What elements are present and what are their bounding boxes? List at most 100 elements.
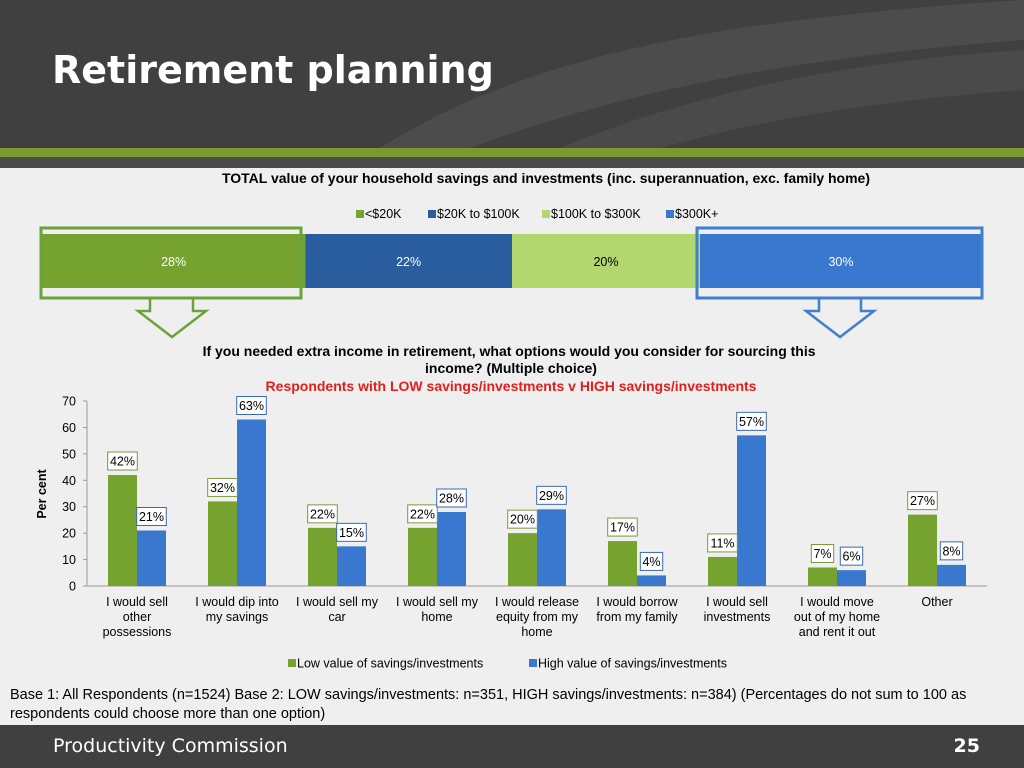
x-category-label-line: Other: [921, 595, 952, 609]
data-label: 7%: [813, 547, 831, 561]
high-savings-bar: [737, 435, 766, 586]
savings-stacked-bar: 28% 22% 20% 30%: [42, 234, 982, 288]
header-accent-stripe: [0, 148, 1024, 157]
data-label: 11%: [710, 536, 734, 550]
x-category-label-line: out of my home: [794, 610, 880, 624]
data-label: 8%: [942, 544, 960, 558]
high-savings-bar: [937, 564, 966, 586]
data-label-box: [107, 451, 138, 471]
y-tick-label: 40: [62, 474, 76, 488]
data-label-box: [236, 396, 267, 415]
data-label: 29%: [539, 489, 564, 503]
legend-label: $300K+: [675, 207, 718, 221]
x-category-label-line: possessions: [103, 625, 172, 639]
data-label: 20%: [510, 513, 535, 527]
x-category-label: Other: [921, 595, 952, 609]
low-savings-highlight-box: [39, 226, 303, 300]
y-axis-label: Per cent: [35, 469, 49, 519]
stacked-bar-label: 22%: [396, 255, 421, 269]
data-label-box: [839, 546, 864, 566]
stacked-bar-label: 28%: [161, 255, 186, 269]
data-label-box: [536, 485, 567, 505]
data-label-box: [607, 517, 638, 537]
x-category-label-line: other: [123, 610, 152, 624]
options-chart-title: If you needed extra income in retirement…: [203, 343, 820, 376]
x-category-label-line: I would sell: [706, 595, 768, 609]
data-label: 63%: [239, 399, 264, 413]
slide-header: Retirement planning: [0, 0, 1024, 148]
data-label: 57%: [739, 415, 764, 429]
x-category-label: I would sell my home: [396, 595, 479, 624]
data-label: 4%: [642, 555, 660, 569]
data-label: 15%: [339, 526, 364, 540]
y-tick-label: 50: [62, 447, 76, 461]
footer-organisation: Productivity Commission: [53, 735, 288, 757]
data-label-box: [639, 551, 664, 571]
low-savings-bar: [108, 475, 137, 586]
x-category-label-line: I would sell: [106, 595, 168, 609]
high-savings-bar: [837, 570, 866, 586]
data-label-box: [136, 507, 167, 526]
low-savings-bar: [908, 514, 937, 586]
stacked-bar-segment: [42, 234, 306, 288]
high-savings-bar: [137, 530, 166, 586]
legend-label: <$20K: [365, 207, 402, 221]
header-swoosh-decoration: [380, 0, 1024, 148]
options-chart-title-line-1: If you needed extra income in retirement…: [203, 343, 816, 359]
legend-swatch: [356, 210, 364, 218]
legend-swatch: [542, 210, 550, 218]
low-savings-bar: [808, 567, 837, 586]
legend-swatch: [529, 659, 537, 667]
legend-swatch: [428, 210, 436, 218]
base-note: Base 1: All Respondents (n=1524) Base 2:…: [10, 687, 967, 722]
x-category-label: I would release equity from my home: [495, 595, 579, 639]
data-label-box: [307, 504, 338, 524]
data-label-box: [810, 544, 835, 563]
x-category-label: I would sell my car: [296, 595, 379, 624]
data-label-box: [939, 541, 964, 561]
data-label: 28%: [439, 492, 464, 506]
high-savings-down-arrow-icon: [802, 298, 878, 339]
x-category-label-line: I would borrow: [596, 595, 678, 609]
x-category-label-line: I would sell my: [296, 595, 379, 609]
options-legend: Low value of savings/investments High val…: [288, 657, 727, 671]
stacked-bar-label: 30%: [828, 255, 853, 269]
data-label-box: [436, 488, 467, 508]
y-tick-label: 70: [62, 395, 76, 409]
data-label: 17%: [610, 521, 635, 535]
high-savings-bar: [337, 546, 366, 586]
savings-legend: <$20K $20K to $100K $100K to $300K $300K+: [356, 207, 718, 221]
data-label: 42%: [110, 455, 135, 469]
legend-label: $20K to $100K: [437, 207, 520, 221]
stacked-bar-segment: [512, 234, 700, 288]
x-category-label-line: from my family: [596, 610, 678, 624]
x-category-label: I would borrow from my family: [596, 595, 678, 624]
data-label: 27%: [910, 494, 935, 508]
slide-footer: Productivity Commission 25: [0, 725, 1024, 768]
high-savings-highlight-box: [695, 226, 984, 300]
savings-chart-title: TOTAL value of your household savings an…: [222, 170, 870, 186]
y-tick-label: 20: [62, 527, 76, 541]
x-category-label-line: home: [521, 625, 552, 639]
page-number: 25: [953, 735, 980, 757]
data-label-box: [507, 509, 538, 529]
slide-title: Retirement planning: [52, 48, 494, 92]
x-category-label-line: I would dip into: [195, 595, 278, 609]
x-category-label-line: I would sell my: [396, 595, 479, 609]
high-savings-bar: [237, 419, 266, 586]
options-bars: [108, 419, 966, 586]
x-category-label: I would sell other possessions: [103, 595, 172, 639]
legend-swatch: [288, 659, 296, 667]
y-tick-label: 60: [62, 421, 76, 435]
data-label-box: [336, 522, 367, 542]
data-label-box: [207, 477, 238, 497]
legend-label: $100K to $300K: [551, 207, 641, 221]
y-tick-label: 0: [69, 580, 76, 594]
data-label: 32%: [210, 481, 235, 495]
high-savings-bar: [537, 509, 566, 586]
data-label-box: [707, 533, 738, 553]
low-savings-bar: [508, 533, 537, 586]
data-label-box: [407, 504, 438, 524]
x-category-label-line: my savings: [206, 610, 269, 624]
